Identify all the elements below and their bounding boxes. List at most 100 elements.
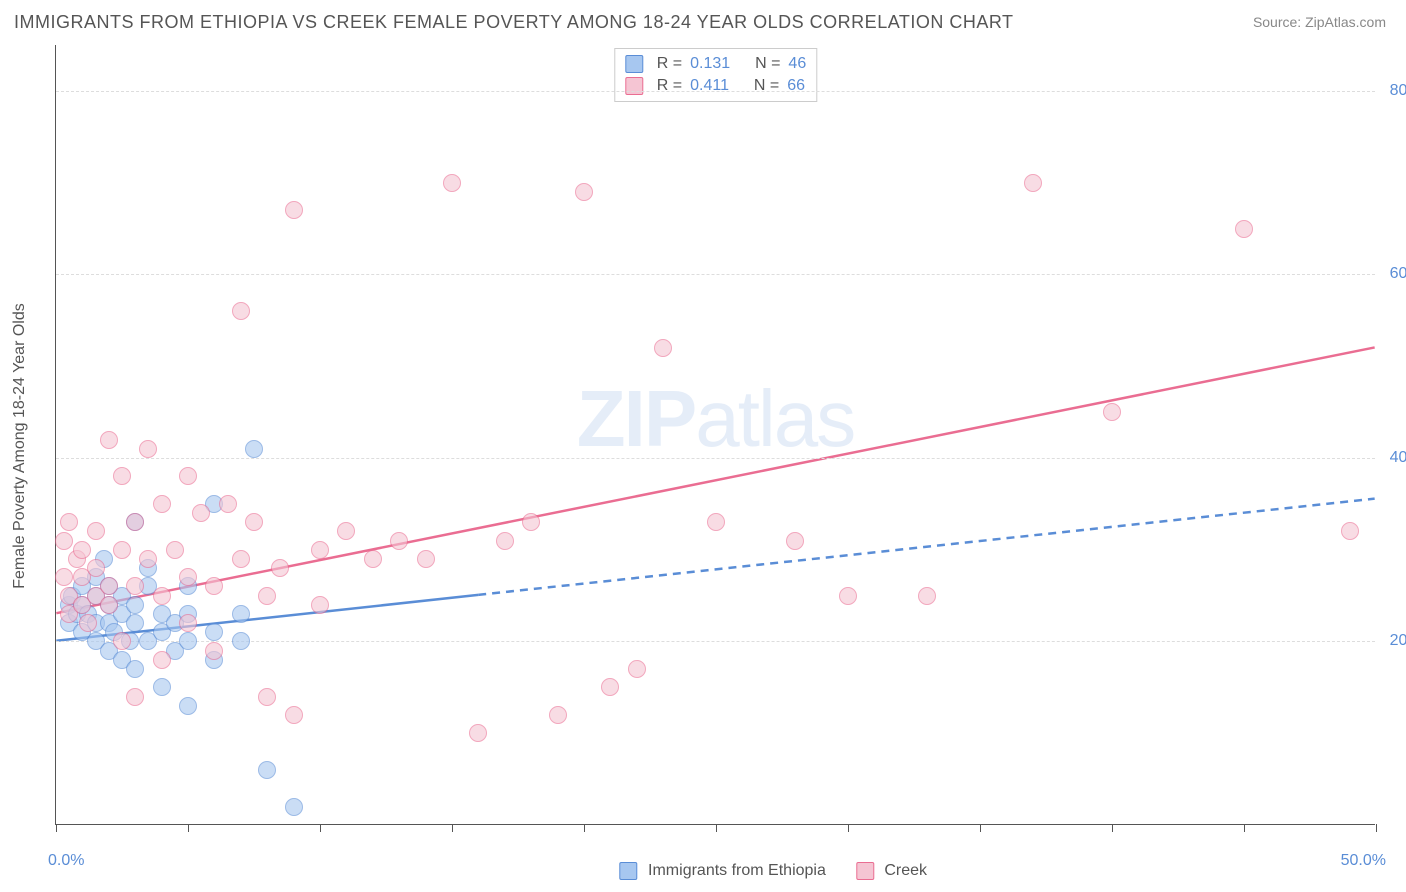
data-point (786, 532, 804, 550)
source-attribution: Source: ZipAtlas.com (1253, 14, 1386, 30)
data-point (311, 596, 329, 614)
y-tick-label: 60.0% (1390, 265, 1406, 283)
data-point (126, 596, 144, 614)
data-point (417, 550, 435, 568)
data-point (285, 201, 303, 219)
x-tick-mark (584, 824, 585, 832)
data-point (153, 651, 171, 669)
data-point (1341, 522, 1359, 540)
data-point (113, 632, 131, 650)
data-point (839, 587, 857, 605)
n-value-creek: 66 (787, 77, 805, 95)
data-point (232, 302, 250, 320)
data-point (179, 467, 197, 485)
x-tick-mark (320, 824, 321, 832)
legend-item-creek: Creek (856, 862, 927, 880)
data-point (469, 724, 487, 742)
data-point (285, 706, 303, 724)
data-point (100, 431, 118, 449)
legend-row-ethiopia: R = 0.131 N = 46 (625, 53, 806, 75)
data-point (337, 522, 355, 540)
data-point (549, 706, 567, 724)
data-point (113, 467, 131, 485)
correlation-legend: R = 0.131 N = 46 R = 0.411 N = 66 (614, 48, 817, 102)
data-point (1103, 403, 1121, 421)
y-tick-label: 20.0% (1390, 632, 1406, 650)
data-point (166, 541, 184, 559)
data-point (153, 678, 171, 696)
data-point (179, 614, 197, 632)
data-point (126, 513, 144, 531)
data-point (271, 559, 289, 577)
x-tick-mark (188, 824, 189, 832)
data-point (232, 605, 250, 623)
data-point (258, 761, 276, 779)
x-tick-mark (716, 824, 717, 832)
r-value-ethiopia: 0.131 (690, 55, 730, 73)
data-point (364, 550, 382, 568)
data-point (232, 550, 250, 568)
gridline (56, 458, 1375, 459)
swatch-blue-icon (625, 55, 643, 73)
x-tick-mark (1112, 824, 1113, 832)
gridline (56, 641, 1375, 642)
data-point (139, 440, 157, 458)
data-point (55, 568, 73, 586)
data-point (205, 623, 223, 641)
swatch-pink-icon (856, 862, 874, 880)
data-point (258, 587, 276, 605)
data-point (60, 513, 78, 531)
y-axis-label: Female Poverty Among 18-24 Year Olds (11, 303, 29, 589)
y-tick-label: 80.0% (1390, 82, 1406, 100)
x-tick-mark (1376, 824, 1377, 832)
x-tick-mark (848, 824, 849, 832)
data-point (55, 532, 73, 550)
data-point (1024, 174, 1042, 192)
watermark: ZIPatlas (577, 373, 854, 465)
data-point (73, 541, 91, 559)
legend-row-creek: R = 0.411 N = 66 (625, 75, 806, 97)
data-point (443, 174, 461, 192)
y-tick-label: 40.0% (1390, 449, 1406, 467)
data-point (390, 532, 408, 550)
data-point (205, 577, 223, 595)
x-tick-mark (452, 824, 453, 832)
data-point (79, 614, 97, 632)
data-point (126, 614, 144, 632)
data-point (258, 688, 276, 706)
data-point (628, 660, 646, 678)
data-point (575, 183, 593, 201)
data-point (113, 541, 131, 559)
data-point (522, 513, 540, 531)
swatch-pink-icon (625, 77, 643, 95)
data-point (100, 596, 118, 614)
data-point (245, 440, 263, 458)
x-axis-label-min: 0.0% (48, 852, 84, 870)
data-point (100, 577, 118, 595)
data-point (496, 532, 514, 550)
chart-title: IMMIGRANTS FROM ETHIOPIA VS CREEK FEMALE… (14, 12, 1014, 33)
data-point (179, 568, 197, 586)
trend-lines (56, 45, 1375, 824)
data-point (918, 587, 936, 605)
x-tick-mark (980, 824, 981, 832)
data-point (1235, 220, 1253, 238)
data-point (126, 688, 144, 706)
data-point (192, 504, 210, 522)
data-point (179, 697, 197, 715)
n-value-ethiopia: 46 (788, 55, 806, 73)
r-value-creek: 0.411 (690, 77, 729, 95)
data-point (285, 798, 303, 816)
data-point (126, 577, 144, 595)
legend-item-ethiopia: Immigrants from Ethiopia (620, 862, 826, 880)
data-point (654, 339, 672, 357)
series-legend: Immigrants from Ethiopia Creek (620, 862, 927, 880)
data-point (205, 642, 223, 660)
data-point (139, 550, 157, 568)
data-point (126, 660, 144, 678)
data-point (311, 541, 329, 559)
data-point (153, 495, 171, 513)
plot-area: ZIPatlas R = 0.131 N = 46 R = 0.411 N = … (55, 45, 1375, 825)
data-point (219, 495, 237, 513)
data-point (601, 678, 619, 696)
